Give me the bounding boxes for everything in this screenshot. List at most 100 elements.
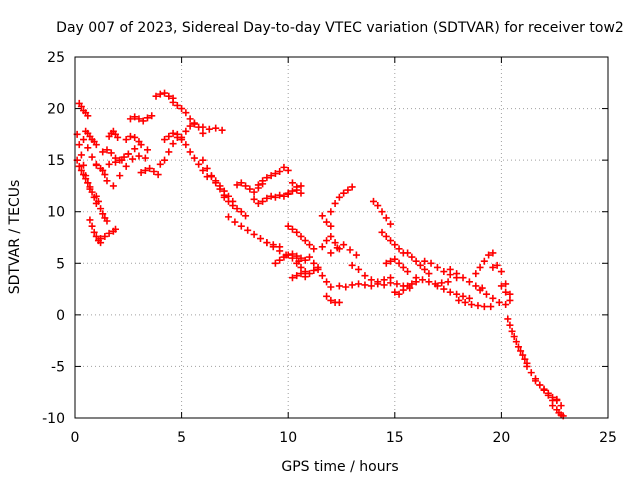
data-point [131, 145, 139, 153]
data-point [229, 202, 237, 210]
y-tick-label: 10 [47, 205, 65, 221]
data-point [391, 288, 399, 296]
data-point [254, 199, 262, 207]
data-point [557, 402, 565, 410]
series-arc-am [318, 232, 343, 253]
data-point [284, 166, 292, 174]
grid [75, 57, 608, 418]
data-point [523, 362, 531, 370]
data-point [540, 385, 548, 393]
data-point [92, 192, 100, 200]
data-point [465, 278, 473, 286]
series-arc-ae [225, 213, 284, 251]
data-point [237, 179, 245, 187]
data-point [327, 222, 335, 230]
data-point [433, 263, 441, 271]
data-point [482, 290, 490, 298]
data-point [276, 191, 284, 199]
data-point [276, 167, 284, 175]
data-point [412, 257, 420, 265]
data-point [512, 338, 520, 346]
data-point [280, 163, 288, 171]
series-arc-ar [348, 261, 395, 286]
data-point [399, 263, 407, 271]
x-tick-label: 20 [492, 430, 510, 446]
data-point [393, 280, 401, 288]
y-tick-label: -10 [42, 411, 65, 427]
data-point [306, 241, 314, 249]
data-point [169, 129, 177, 137]
series-arc-t [182, 119, 207, 137]
data-point [297, 189, 305, 197]
series-arc-bh [504, 315, 531, 367]
data-point [101, 171, 109, 179]
series-arc-au [382, 255, 412, 276]
data-point [489, 249, 497, 257]
data-point [502, 288, 510, 296]
series-arc-n [122, 132, 143, 146]
data-point [118, 156, 126, 164]
data-point [165, 132, 173, 140]
data-point [387, 237, 395, 245]
data-point [259, 177, 267, 185]
data-point [186, 122, 194, 130]
data-point [459, 292, 467, 300]
data-point [80, 161, 88, 169]
series-arc-bc [455, 296, 495, 311]
data-point [263, 174, 271, 182]
data-point [146, 164, 154, 172]
data-point [318, 272, 326, 280]
data-point [256, 235, 264, 243]
data-point [105, 229, 113, 237]
data-point [327, 249, 335, 257]
series-arc-z [233, 179, 267, 196]
data-point [472, 270, 480, 278]
data-point [391, 255, 399, 263]
data-points [73, 89, 567, 420]
data-point [497, 268, 505, 276]
x-tick-label: 0 [71, 430, 80, 446]
data-point [468, 301, 476, 309]
data-point [103, 146, 111, 154]
data-point [314, 265, 322, 273]
data-point [92, 232, 100, 240]
data-point [387, 279, 395, 287]
data-point [502, 280, 510, 288]
data-point [327, 296, 335, 304]
data-point [269, 243, 277, 251]
data-point [116, 172, 124, 180]
data-point [131, 113, 139, 121]
data-point [122, 162, 130, 170]
data-point [242, 182, 250, 190]
y-tick-label: 5 [56, 256, 65, 272]
data-point [237, 208, 245, 216]
data-point [361, 281, 369, 289]
data-point [323, 278, 331, 286]
data-point [203, 164, 211, 172]
data-point [218, 126, 226, 134]
data-point [276, 256, 284, 264]
series-arc-bg [497, 282, 514, 304]
data-point [408, 280, 416, 288]
series-arc-k [103, 152, 149, 190]
data-point [77, 103, 85, 111]
data-point [135, 152, 143, 160]
data-point [199, 129, 207, 137]
series-arc-y [220, 193, 250, 220]
data-point [459, 274, 467, 282]
data-point [504, 315, 512, 323]
data-point [237, 222, 245, 230]
data-point [346, 246, 354, 254]
series-arc-a [75, 99, 92, 120]
data-point [549, 393, 557, 401]
data-point [267, 172, 275, 180]
series-arc-g [92, 192, 111, 225]
data-point [126, 115, 134, 123]
data-point [425, 278, 433, 286]
data-point [124, 150, 132, 158]
data-point [318, 243, 326, 251]
data-point [382, 259, 390, 267]
series-arc-o [137, 164, 162, 179]
y-axis-label: SDTVAR / TECUs [7, 180, 23, 295]
data-point [129, 155, 137, 163]
